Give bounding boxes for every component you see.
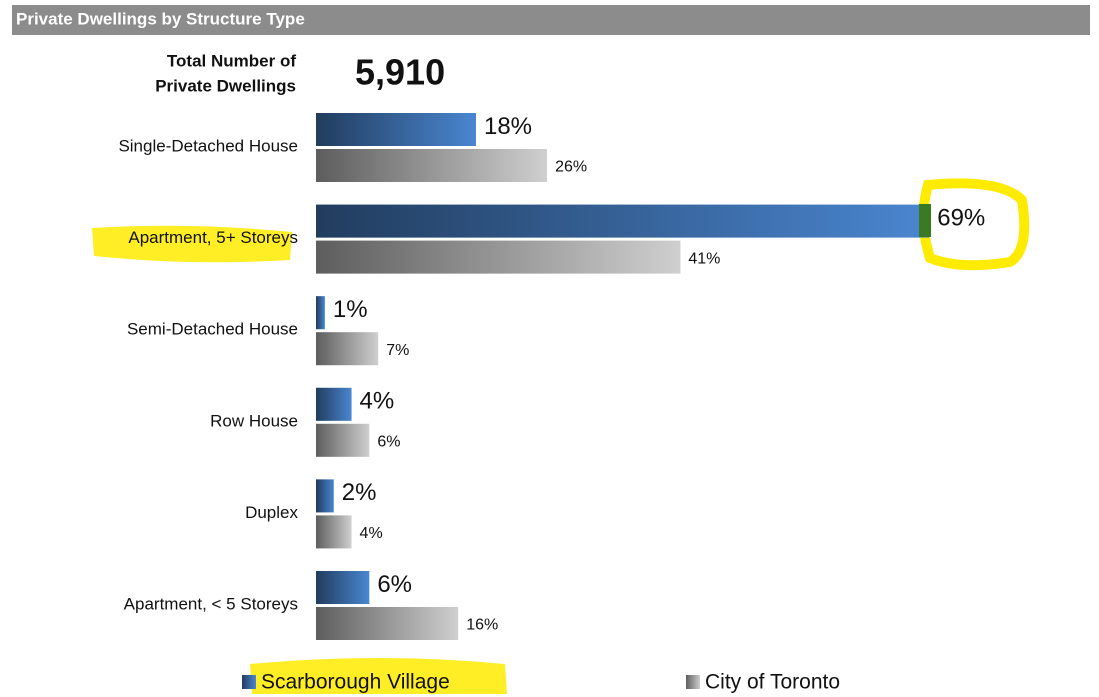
value-label: 26% bbox=[555, 159, 587, 176]
value-label: 6% bbox=[377, 571, 412, 598]
value-label: 1% bbox=[333, 296, 368, 323]
bar-shading bbox=[316, 332, 379, 366]
legend-label: City of Toronto bbox=[705, 671, 840, 694]
category-label: Single-Detached House bbox=[118, 136, 298, 155]
category-label: Row House bbox=[210, 411, 298, 430]
value-label: 6% bbox=[377, 434, 400, 451]
total-label: Total Number of bbox=[167, 51, 296, 70]
bar-shading bbox=[316, 479, 334, 513]
value-label: 18% bbox=[484, 113, 532, 140]
bar-shading bbox=[316, 515, 352, 549]
bar-shading bbox=[316, 571, 370, 604]
plot: Single-Detached House 18% 26% Apartment, 5+… bbox=[118, 113, 985, 694]
bar-accent bbox=[919, 204, 931, 237]
bar-shading bbox=[316, 240, 681, 274]
bar-shading bbox=[316, 607, 459, 640]
category-label: Apartment, 5+ Storeys bbox=[128, 228, 298, 247]
value-label: 16% bbox=[466, 617, 498, 634]
value-label: 7% bbox=[386, 342, 409, 359]
legend-swatch-shading bbox=[242, 675, 256, 689]
value-label: 2% bbox=[342, 479, 377, 506]
header-bar bbox=[12, 5, 1090, 35]
total-label: Private Dwellings bbox=[155, 76, 296, 95]
value-label: 69% bbox=[937, 204, 985, 231]
bar-shading bbox=[316, 387, 352, 421]
category-label: Duplex bbox=[245, 503, 298, 522]
bar-shading bbox=[316, 113, 476, 146]
value-label: 4% bbox=[360, 525, 383, 542]
category-label: Semi-Detached House bbox=[127, 320, 298, 339]
chart-title: Private Dwellings by Structure Type bbox=[16, 9, 305, 28]
bar-shading bbox=[316, 423, 370, 457]
bar-shading bbox=[316, 296, 325, 330]
highlight bbox=[92, 225, 292, 263]
highlight bbox=[918, 178, 1030, 271]
legend-swatch-shading bbox=[686, 675, 700, 689]
total-value: 5,910 bbox=[355, 52, 445, 93]
highlight bbox=[250, 658, 507, 694]
legend-label: Scarborough Village bbox=[261, 671, 450, 694]
bar-shading bbox=[316, 204, 930, 238]
value-label: 4% bbox=[360, 388, 395, 415]
value-label: 41% bbox=[688, 250, 720, 267]
bar-shading bbox=[316, 149, 548, 182]
category-label: Apartment, < 5 Storeys bbox=[124, 594, 298, 613]
